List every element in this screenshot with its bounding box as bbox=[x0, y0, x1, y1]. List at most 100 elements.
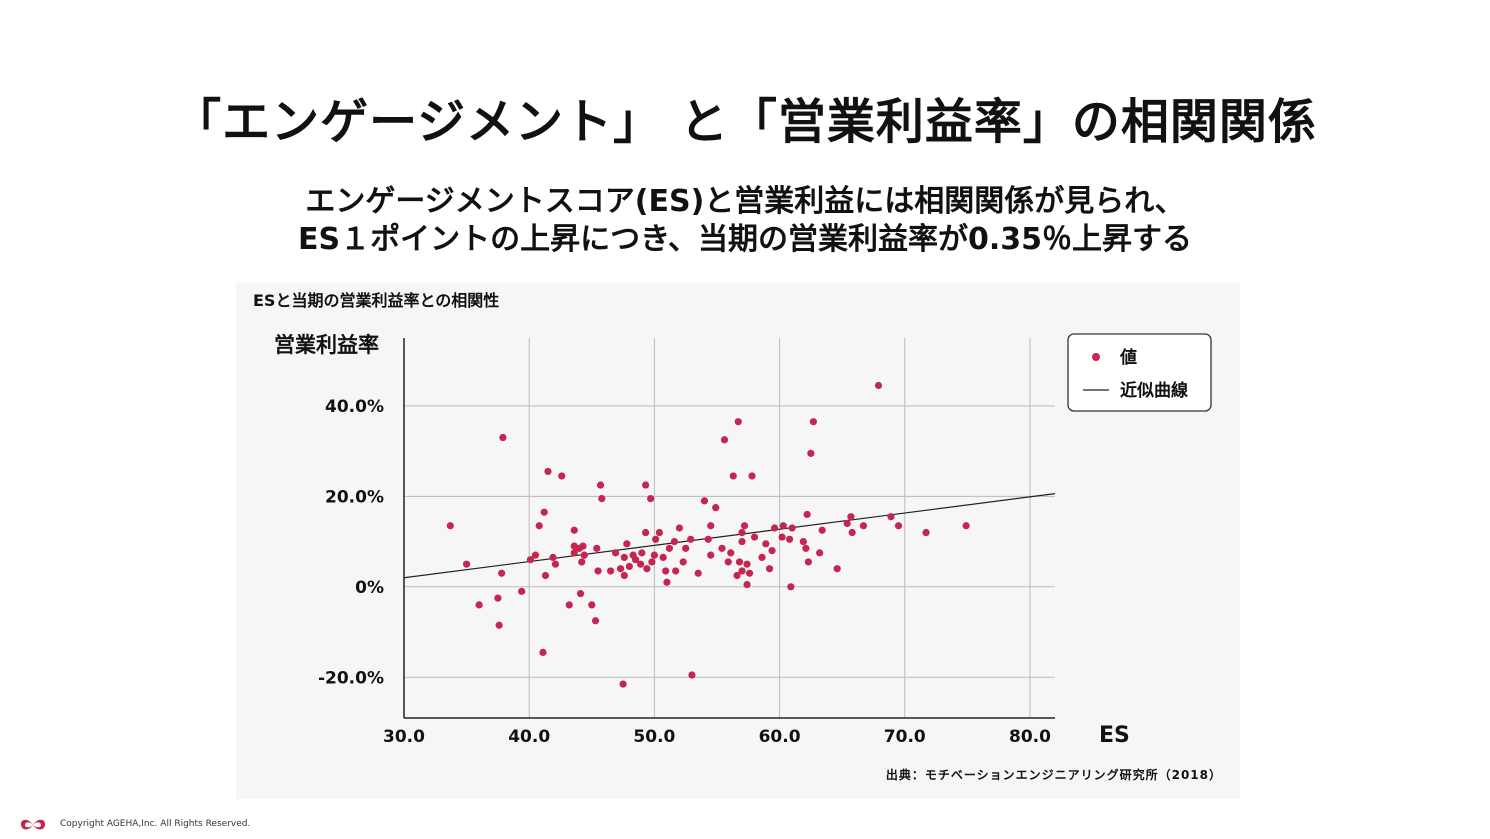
data-point bbox=[758, 553, 766, 562]
data-point bbox=[498, 569, 506, 577]
data-point bbox=[778, 533, 786, 541]
x-tick-label: 30.0 bbox=[383, 727, 425, 747]
data-point bbox=[874, 381, 883, 390]
data-point bbox=[687, 535, 695, 543]
data-point bbox=[843, 519, 851, 528]
x-tick-label: 60.0 bbox=[759, 727, 801, 747]
y-tick-label: 20.0% bbox=[325, 487, 384, 507]
data-point bbox=[802, 544, 810, 552]
data-point bbox=[707, 551, 715, 559]
data-point bbox=[663, 578, 671, 586]
data-point bbox=[648, 558, 656, 566]
data-point bbox=[733, 571, 741, 580]
data-point bbox=[541, 571, 550, 580]
legend-box bbox=[1067, 333, 1212, 412]
data-point bbox=[665, 544, 674, 552]
data-point bbox=[620, 553, 628, 562]
data-point bbox=[588, 601, 596, 609]
data-point bbox=[598, 494, 606, 503]
data-point bbox=[694, 569, 702, 577]
data-point bbox=[655, 528, 663, 537]
data-point bbox=[894, 522, 903, 530]
data-point bbox=[606, 567, 615, 575]
data-point bbox=[847, 513, 855, 521]
data-point bbox=[495, 621, 503, 629]
data-points bbox=[446, 381, 970, 688]
data-point bbox=[745, 569, 754, 577]
data-point bbox=[770, 524, 779, 532]
data-point bbox=[738, 528, 746, 537]
data-point bbox=[593, 544, 601, 552]
data-point bbox=[768, 547, 776, 555]
axes bbox=[403, 338, 1055, 719]
data-point bbox=[565, 601, 573, 609]
data-point bbox=[859, 522, 868, 530]
data-point bbox=[724, 558, 732, 566]
data-point bbox=[675, 524, 684, 532]
trendline bbox=[403, 493, 1056, 579]
data-point bbox=[718, 544, 726, 552]
data-point bbox=[818, 526, 826, 534]
chart-legend: 値 近似曲線 bbox=[1067, 333, 1212, 412]
data-point bbox=[804, 558, 812, 566]
x-tick-label: 70.0 bbox=[884, 727, 926, 747]
data-point bbox=[729, 472, 737, 480]
data-point bbox=[526, 556, 535, 564]
data-point bbox=[922, 528, 930, 537]
data-point bbox=[738, 567, 746, 575]
data-point bbox=[580, 551, 588, 559]
data-point bbox=[643, 565, 651, 573]
data-point bbox=[662, 567, 670, 575]
data-point bbox=[738, 537, 746, 546]
data-point bbox=[700, 497, 709, 505]
y-tick-label: -20.0% bbox=[318, 668, 384, 688]
scatter-chart: 30.0 40.0 50.0 60.0 70.0 80.0 -20.0% 0% 20.0% 40.… bbox=[274, 333, 1212, 748]
ageha-logo bbox=[20, 819, 46, 830]
trendline-group bbox=[403, 493, 1056, 579]
data-point bbox=[642, 528, 650, 537]
subtitle-line-2: ES１ポイントの上昇につき、当期の営業利益率が0.35％上昇する bbox=[297, 222, 1193, 257]
data-point bbox=[785, 535, 794, 543]
data-point bbox=[647, 494, 655, 503]
data-point bbox=[962, 522, 970, 530]
legend-point-label: 値 bbox=[1119, 347, 1137, 368]
data-point bbox=[704, 535, 712, 543]
data-point bbox=[679, 558, 687, 566]
data-point bbox=[531, 551, 540, 559]
data-point bbox=[625, 562, 633, 571]
data-point bbox=[494, 594, 502, 602]
data-point bbox=[539, 648, 547, 657]
data-point bbox=[446, 522, 454, 530]
data-point bbox=[887, 513, 895, 521]
data-point bbox=[707, 522, 715, 530]
data-point bbox=[652, 535, 660, 543]
legend-point-marker bbox=[1092, 353, 1100, 361]
data-point bbox=[748, 472, 756, 480]
data-point bbox=[549, 553, 557, 562]
slide-subtitle: エンゲージメントスコア(ES)と営業利益には相関関係が見られ、 ES１ポイントの… bbox=[0, 183, 1490, 259]
data-point bbox=[803, 510, 811, 519]
data-point bbox=[619, 680, 627, 688]
data-point bbox=[734, 418, 742, 426]
data-point bbox=[787, 583, 795, 591]
data-point bbox=[578, 558, 586, 566]
data-point bbox=[743, 580, 751, 589]
data-point bbox=[475, 601, 483, 609]
data-point bbox=[712, 504, 720, 512]
data-point bbox=[518, 587, 526, 595]
data-point bbox=[672, 567, 680, 575]
x-tick-label: 40.0 bbox=[508, 727, 550, 747]
data-point bbox=[848, 528, 856, 537]
data-point bbox=[816, 549, 824, 557]
data-point bbox=[688, 671, 696, 679]
data-point bbox=[623, 540, 631, 548]
data-point bbox=[799, 537, 807, 546]
data-point bbox=[594, 567, 602, 575]
data-point bbox=[650, 551, 658, 559]
x-axis-label: ES bbox=[1099, 723, 1130, 748]
data-point bbox=[611, 549, 620, 557]
data-point bbox=[632, 556, 640, 564]
tick-labels: 30.0 40.0 50.0 60.0 70.0 80.0 -20.0% 0% 20.0% 40.… bbox=[318, 397, 1051, 747]
slide-title: 「エンゲージメント」 と「営業利益率」の相関関係 bbox=[173, 94, 1317, 150]
data-point bbox=[570, 526, 578, 534]
